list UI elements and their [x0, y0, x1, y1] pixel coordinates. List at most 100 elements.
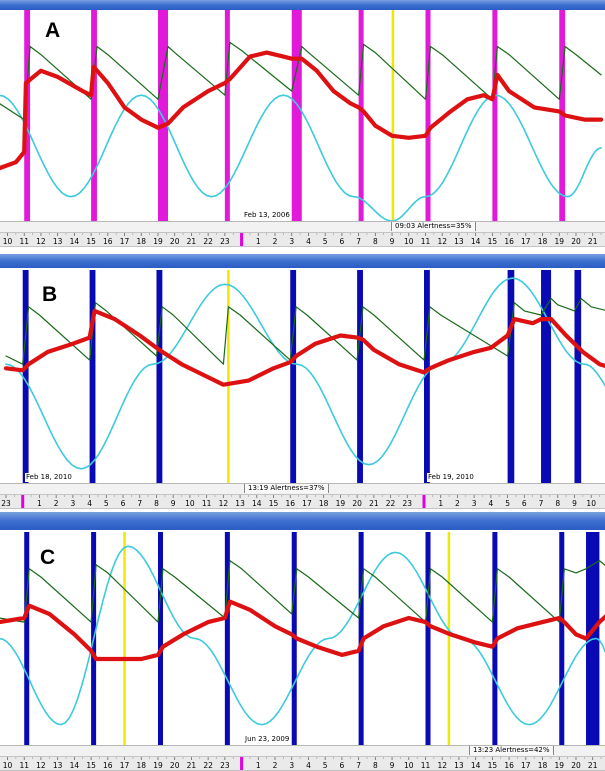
ruler-hour-label: 22 — [386, 499, 396, 508]
sleep-band — [224, 10, 230, 221]
ruler-hour-label: 10 — [3, 761, 13, 770]
ruler-hour-label: 17 — [120, 761, 130, 770]
sleep-band — [224, 532, 230, 745]
panel-header-bar — [0, 254, 605, 268]
alertness-line — [0, 50, 604, 171]
ruler-hour-label: 7 — [356, 761, 361, 770]
sleep-band — [559, 532, 565, 745]
ruler-hour-label: 16 — [103, 761, 113, 770]
ruler-hour-label: 8 — [555, 499, 560, 508]
ruler-hour-label: 18 — [319, 499, 329, 508]
ruler-hour-label: 18 — [538, 761, 548, 770]
ruler-hour-label: 1 — [256, 761, 261, 770]
ruler-hour-label: 5 — [323, 237, 328, 246]
ruler-hour-label: 14 — [471, 761, 481, 770]
ruler-hour-label: 19 — [336, 499, 346, 508]
sleep-band — [424, 270, 430, 483]
sleep-band — [425, 532, 431, 745]
ruler-hour-label: 7 — [539, 499, 544, 508]
ruler-hour-label: 2 — [273, 761, 278, 770]
ruler-hour-label: 18 — [538, 237, 548, 246]
ruler-hour-label: 23 — [1, 499, 11, 508]
sleep-band — [290, 270, 297, 483]
ruler-hour-label: 8 — [373, 237, 378, 246]
ruler-hour-label: 14 — [252, 499, 262, 508]
ruler-hour-label: 1 — [37, 499, 42, 508]
ruler-hour-label: 5 — [104, 499, 109, 508]
ruler-hour-label: 21 — [187, 761, 197, 770]
ruler-hour-label: 2 — [455, 499, 460, 508]
sleep-band — [157, 532, 163, 745]
ruler-hour-label: 15 — [488, 237, 498, 246]
ruler-hour-label: 12 — [437, 761, 447, 770]
ruler-hour-label: 19 — [153, 237, 163, 246]
ruler-hour-label: 9 — [171, 499, 176, 508]
date-label: Jun 23, 2009 — [244, 735, 291, 744]
ruler-hour-label: 13 — [235, 499, 245, 508]
ruler-hour-label: 9 — [390, 237, 395, 246]
ruler-hour-label: 16 — [504, 761, 514, 770]
ruler-hour-label: 5 — [323, 761, 328, 770]
ruler-hour-label: 4 — [306, 761, 311, 770]
chart-svg — [3, 270, 605, 483]
alertness-readout: 13:23 Alertness=42% — [469, 746, 554, 755]
ruler-hour-label: 23 — [403, 499, 413, 508]
sleep-band — [492, 532, 498, 745]
sleep-band — [89, 270, 96, 483]
ruler-hour-label: 4 — [488, 499, 493, 508]
ruler-hour-label: 10 — [185, 499, 195, 508]
homeostatic-line — [5, 298, 605, 365]
ruler-hour-label: 17 — [521, 761, 531, 770]
ruler-hour-label: 3 — [289, 237, 294, 246]
ruler-hour-label: 12 — [219, 499, 229, 508]
ruler-hour-label: 3 — [70, 499, 75, 508]
panel-label: C — [40, 546, 56, 569]
ruler-hour-label: 22 — [203, 237, 213, 246]
ruler-hour-label: 21 — [369, 499, 379, 508]
ruler-hour-label: 17 — [120, 237, 130, 246]
plot-area[interactable] — [0, 532, 605, 745]
time-ruler[interactable]: 23 1 2 3 4 5 6 7 8 9 10 11 12 13 14 15 16 17 18 19 20 21 22 23 1… — [0, 494, 605, 509]
sleep-band — [291, 10, 302, 221]
ruler-hour-label: 12 — [36, 237, 46, 246]
chart-svg — [0, 10, 604, 221]
alertness-line — [3, 308, 605, 387]
ruler-hour-label: 16 — [285, 499, 295, 508]
panel-c: C Jun 23, 2009 13:23 Alertness=42% 10 11 1… — [0, 512, 605, 771]
sleep-band — [24, 532, 30, 745]
ruler-svg: 10 11 12 13 14 15 16 17 18 19 20 21 22 23 1 2 3 4 5 6 7 8 9 10 1… — [3, 233, 602, 246]
time-ruler[interactable]: 10 11 12 13 14 15 16 17 18 19 20 21 22 23 1 2 3 4 5 6 7 8 9 10 1… — [0, 756, 605, 771]
ruler-hour-label: 12 — [36, 761, 46, 770]
ruler-hour-label: 10 — [404, 237, 414, 246]
ruler-hour-label: 9 — [572, 499, 577, 508]
ruler-hour-label: 2 — [54, 499, 59, 508]
circadian-line — [0, 545, 605, 726]
ruler-hour-label: 11 — [19, 761, 29, 770]
status-bar: 09:03 Alertness=35% — [0, 221, 605, 232]
ruler-hour-label: 23 — [220, 761, 230, 770]
ruler-hour-label: 10 — [404, 761, 414, 770]
ruler-hour-label: 21 — [187, 237, 197, 246]
status-bar: 13:19 Alertness=37% — [0, 483, 605, 494]
ruler-hour-label: 6 — [340, 761, 345, 770]
plot-area[interactable] — [0, 10, 605, 221]
ruler-hour-label: 10 — [3, 237, 13, 246]
ruler-hour-label: 13 — [454, 761, 464, 770]
ruler-hour-label: 9 — [390, 761, 395, 770]
ruler-hour-label: 2 — [273, 237, 278, 246]
ruler-hour-label: 16 — [504, 237, 514, 246]
sleep-band — [574, 270, 582, 483]
ruler-hour-label: 12 — [437, 237, 447, 246]
sleep-band — [358, 532, 364, 745]
ruler-hour-label: 19 — [554, 761, 564, 770]
plot-area[interactable] — [0, 270, 605, 483]
time-ruler[interactable]: 10 11 12 13 14 15 16 17 18 19 20 21 22 23 1 2 3 4 5 6 7 8 9 10 1… — [0, 232, 605, 247]
ruler-hour-label: 19 — [153, 761, 163, 770]
ruler-hour-label: 11 — [19, 237, 29, 246]
ruler-hour-label: 17 — [521, 237, 531, 246]
ruler-hour-label: 11 — [421, 761, 431, 770]
ruler-hour-label: 5 — [505, 499, 510, 508]
ruler-hour-label: 13 — [53, 761, 63, 770]
ruler-hour-label: 22 — [203, 761, 213, 770]
ruler-hour-label: 20 — [170, 237, 180, 246]
